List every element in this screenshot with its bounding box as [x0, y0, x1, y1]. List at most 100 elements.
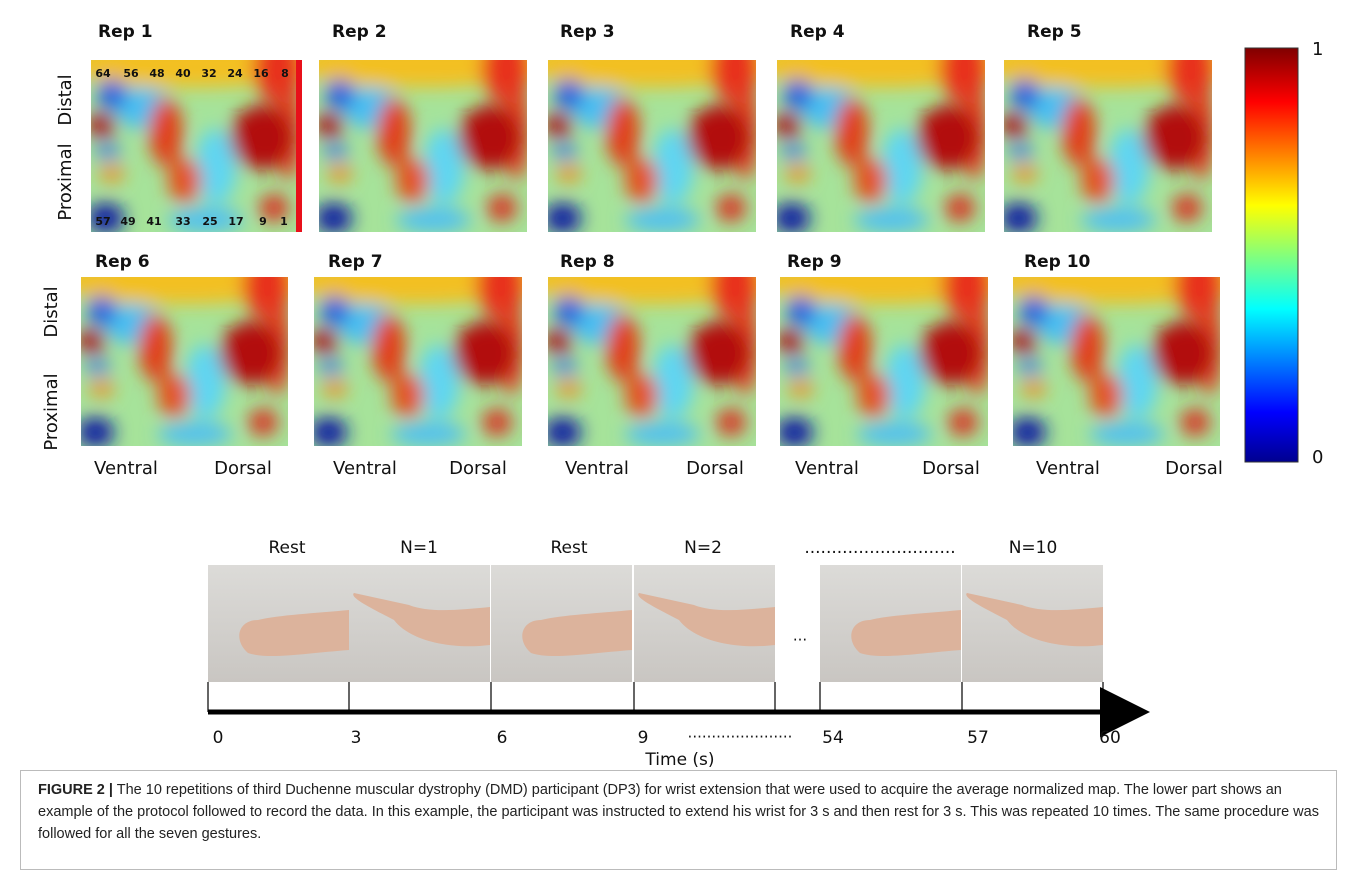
heatmap-blob: [857, 373, 890, 417]
electrode-label: 24: [227, 67, 243, 80]
heatmap-blob: [716, 409, 745, 436]
figure: Rep 1Rep 2Rep 3Rep 4Rep 5Rep 6Rep 7Rep 8…: [0, 0, 1357, 887]
heatmap-blob: [544, 113, 573, 137]
heatmap-blob: [625, 422, 700, 446]
row-label: Distal: [41, 286, 62, 337]
heatmap-blob: [687, 321, 749, 385]
heatmap-blob: [552, 360, 577, 374]
phase-label: ............................: [804, 538, 955, 558]
colorbar-max: 1: [1312, 39, 1323, 60]
col-label: Dorsal: [214, 458, 272, 479]
heatmap-blob: [1008, 144, 1033, 158]
heatmap-blob: [325, 79, 354, 110]
heatmap-blob: [916, 105, 978, 170]
heatmap-blob: [854, 208, 929, 232]
heatmap-blob: [320, 296, 349, 326]
heatmap-blob: [77, 417, 114, 447]
heatmap-blob: [139, 314, 172, 382]
heatmap-blob: [1108, 129, 1150, 205]
heatmap-blob: [95, 144, 120, 158]
photo: [962, 565, 1103, 682]
heatmap-blob: [315, 203, 352, 234]
time-tick-label: 57: [967, 728, 989, 748]
heatmap-blob: [854, 158, 887, 203]
time-tick-label: 54: [822, 728, 844, 748]
heatmap-blob: [1000, 113, 1029, 137]
electrode-label: 33: [175, 215, 190, 228]
heatmap-blob: [838, 314, 871, 382]
heatmap-blob: [1172, 194, 1201, 222]
heatmap-blob: [185, 345, 226, 419]
col-label: Dorsal: [449, 458, 507, 479]
heatmap-blob: [784, 360, 809, 374]
photo: [491, 565, 632, 682]
panel-title: Rep 8: [560, 252, 615, 272]
electrode-label: 16: [253, 67, 269, 80]
heatmap-blob: [418, 345, 460, 419]
heatmap-blob: [249, 409, 278, 436]
heatmap-blob: [687, 105, 749, 170]
col-label: Dorsal: [686, 458, 744, 479]
caption: FIGURE 2 | The 10 repetitions of third D…: [20, 770, 1337, 870]
heatmap: [517, 34, 787, 234]
heatmap: [746, 34, 1016, 234]
phase-label: Rest: [268, 538, 305, 558]
panel-title: Rep 2: [332, 22, 387, 42]
heatmap-blob: [919, 321, 981, 385]
panel-title: Rep 3: [560, 22, 615, 42]
col-label: Ventral: [333, 458, 397, 479]
panel-title: Rep 10: [1024, 252, 1091, 272]
heatmap-blob: [554, 296, 583, 326]
phase-label: N=1: [400, 538, 438, 558]
heatmap-blob: [396, 208, 471, 232]
heatmap-blob: [783, 79, 812, 110]
electrode-label: 17: [228, 215, 243, 228]
electrode-label: 57: [95, 215, 110, 228]
heatmap-blob: [195, 129, 237, 205]
heatmap-blob: [776, 329, 805, 353]
heatmap: [288, 34, 558, 234]
heatmap-blob: [1143, 105, 1205, 170]
heatmap-blob: [87, 113, 116, 137]
heatmap-blob: [1012, 165, 1037, 182]
electrode-label: 40: [175, 67, 191, 80]
time-tick-label: 0: [213, 728, 224, 748]
heatmap-blob: [77, 329, 106, 353]
col-label: Ventral: [565, 458, 629, 479]
heatmap-blob: [310, 417, 347, 447]
heatmap-blob: [323, 144, 348, 158]
panel-title: Rep 4: [790, 22, 845, 42]
heatmap-blob: [606, 314, 639, 382]
photo: [634, 565, 775, 682]
time-tick-label: 60: [1099, 728, 1121, 748]
heatmap-blob: [310, 329, 339, 353]
heatmap-blob: [625, 373, 658, 417]
heatmap-blob: [881, 129, 923, 205]
heatmap-blob: [606, 98, 639, 167]
phase-label: N=2: [684, 538, 722, 558]
panel-title: Rep 1: [98, 22, 153, 42]
photo: [349, 565, 490, 682]
heatmap-blob: [158, 422, 233, 446]
heatmap-blob: [785, 165, 810, 182]
heatmap-blob: [544, 417, 581, 447]
colorbar-min: 0: [1312, 447, 1323, 468]
heatmap-blob: [835, 98, 868, 167]
heatmap-blob: [776, 417, 813, 447]
time-tick-label: 6: [497, 728, 508, 748]
heatmap-blob: [97, 79, 126, 110]
electrode-label: 56: [123, 67, 139, 80]
heatmap-blob: [1152, 321, 1214, 385]
heatmap-blob: [168, 158, 201, 203]
heatmap-blob: [391, 373, 424, 417]
heatmap-blob: [945, 194, 974, 222]
electrode-label: 9: [259, 215, 267, 228]
phase-label: Rest: [550, 538, 587, 558]
col-label: Ventral: [94, 458, 158, 479]
heatmap-blob: [89, 380, 114, 397]
heatmap-blob: [158, 373, 191, 417]
heatmap-blob: [781, 144, 806, 158]
heatmap-blob: [1010, 79, 1039, 110]
heatmap-blob: [87, 296, 116, 326]
